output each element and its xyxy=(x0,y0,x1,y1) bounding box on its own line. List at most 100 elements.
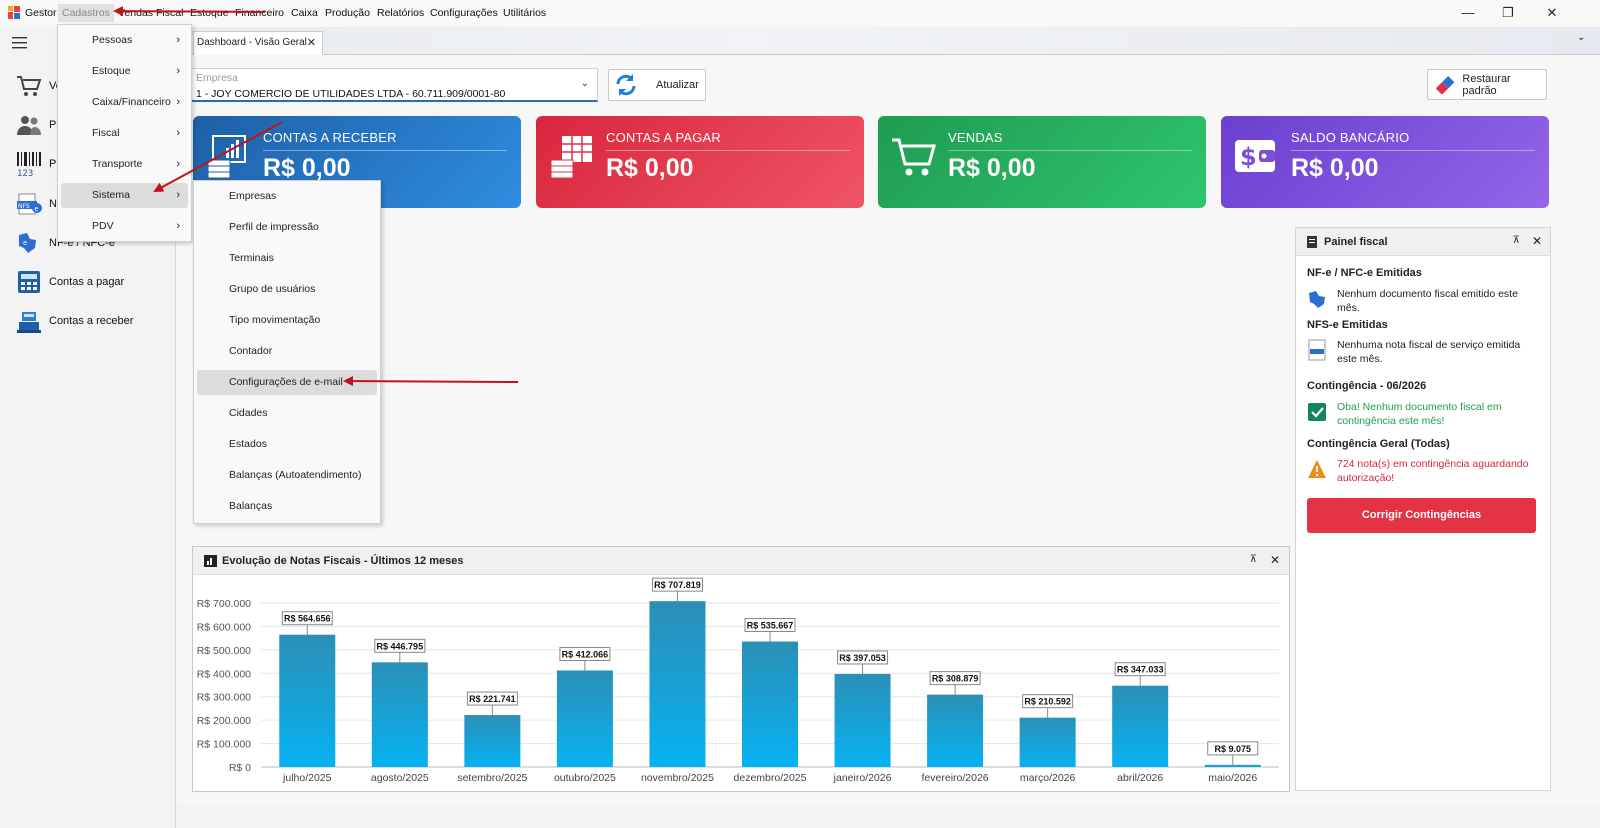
menu-gestor[interactable]: Gestor xyxy=(25,7,57,19)
menu-item-label: Terminais xyxy=(229,252,274,264)
bar[interactable] xyxy=(279,634,336,767)
calculator-icon xyxy=(15,269,43,295)
data-label: R$ 347.033 xyxy=(1117,665,1164,675)
menu-item-label: Configurações de e-mail xyxy=(229,376,343,388)
pin-icon[interactable]: ⊼ xyxy=(1249,554,1257,565)
bar[interactable] xyxy=(1112,685,1169,767)
menu-item-contador[interactable]: Contador xyxy=(197,339,377,364)
data-label-box xyxy=(651,577,703,592)
menu-item-fiscal[interactable]: Fiscal › xyxy=(61,121,188,146)
tab-bar xyxy=(177,27,1600,55)
bar[interactable] xyxy=(834,673,891,767)
menu-item-grupo-de-usu-rios[interactable]: Grupo de usuários xyxy=(197,277,377,302)
menu-item-balan-as[interactable]: Balanças xyxy=(197,494,377,519)
chart-panel: Evolução de Notas Fiscais - Últimos 12 m… xyxy=(192,546,1290,792)
menu-bar: Gestor Cadastros Vendas Fiscal Estoque F… xyxy=(0,0,1600,27)
nfe-emitidas-title: NF-e / NFC-e Emitidas xyxy=(1307,267,1422,279)
data-label: R$ 446.795 xyxy=(377,641,424,651)
data-label-box xyxy=(1022,694,1074,709)
bar[interactable] xyxy=(556,670,613,767)
corrigir-contingencias-button[interactable]: Corrigir Contingências xyxy=(1307,498,1536,533)
menu-item-transporte[interactable]: Transporte › xyxy=(61,152,188,177)
tabs-chevron-down-icon[interactable]: ⌄ xyxy=(1577,32,1586,43)
y-tick-label: R$ 200.000 xyxy=(197,715,251,727)
bar[interactable] xyxy=(649,601,706,767)
document-icon xyxy=(1307,236,1317,248)
sidebar-item-label: Contas a pagar xyxy=(49,276,125,288)
menu-item-perfil-de-impress-o[interactable]: Perfil de impressão xyxy=(197,215,377,240)
menu-item-label: Pessoas xyxy=(92,34,133,46)
svg-text:123: 123 xyxy=(17,169,33,177)
menu-fiscal[interactable]: Fiscal xyxy=(156,7,184,19)
minimize-button[interactable]: — xyxy=(1461,5,1475,20)
bar[interactable] xyxy=(371,662,428,767)
menu-item-pdv[interactable]: PDV › xyxy=(61,214,188,239)
data-label: R$ 397.053 xyxy=(839,653,886,663)
menu-item-sistema[interactable]: Sistema › xyxy=(61,183,188,208)
bar[interactable] xyxy=(1019,717,1076,767)
menu-producao[interactable]: Produção xyxy=(325,7,370,19)
svg-text:$: $ xyxy=(1240,143,1257,171)
x-tick-label: janeiro/2026 xyxy=(833,772,892,784)
tab-label: Dashboard - Visão Geral xyxy=(197,37,307,48)
menu-item-label: Fiscal xyxy=(92,127,120,139)
tab-close-icon[interactable]: ✕ xyxy=(306,37,316,49)
x-tick-label: março/2026 xyxy=(1020,772,1076,784)
empresa-select[interactable]: Empresa 1 - JOY COMERCIO DE UTILIDADES L… xyxy=(191,68,598,102)
contingencia-text: Oba! Nenhum documento fiscal em contingê… xyxy=(1337,401,1502,427)
menu-item-estados[interactable]: Estados xyxy=(197,432,377,457)
menu-configuracoes[interactable]: Configurações xyxy=(430,7,498,19)
menu-item-label: Balanças xyxy=(229,500,273,512)
nfse-emitidas-title: NFS-e Emitidas xyxy=(1307,319,1388,331)
menu-item-pessoas[interactable]: Pessoas › xyxy=(61,28,188,53)
close-icon[interactable]: ✕ xyxy=(1531,234,1542,248)
menu-vendas[interactable]: Vendas xyxy=(118,7,154,19)
svg-text:e: e xyxy=(35,206,39,213)
menu-item-caixa-financeiro[interactable]: Caixa/Financeiro › xyxy=(61,90,188,115)
close-icon[interactable]: ✕ xyxy=(1269,553,1280,567)
data-label: R$ 707.819 xyxy=(654,580,701,590)
barcode-icon: 123 xyxy=(15,151,43,177)
tab-dashboard[interactable]: Dashboard - Visão Geral ✕ xyxy=(193,31,323,55)
bar[interactable] xyxy=(464,715,521,767)
menu-relatorios[interactable]: Relatórios xyxy=(377,7,425,19)
contingencia-row: Oba! Nenhum documento fiscal em contingê… xyxy=(1307,401,1537,428)
sidebar-item-contas-pagar[interactable]: Contas a pagar xyxy=(15,269,124,295)
restore-button[interactable]: ❐ xyxy=(1502,5,1514,20)
bar[interactable] xyxy=(742,641,798,767)
menu-item-terminais[interactable]: Terminais xyxy=(197,246,377,271)
menu-item-balan-as-autoatendimento-[interactable]: Balanças (Autoatendimento) xyxy=(197,463,377,488)
menu-item-tipo-movimenta-o[interactable]: Tipo movimentação xyxy=(197,308,377,333)
bar[interactable] xyxy=(927,694,984,767)
menu-estoque[interactable]: Estoque xyxy=(190,7,229,19)
menu-item-cidades[interactable]: Cidades xyxy=(197,401,377,426)
x-tick-label: dezembro/2025 xyxy=(734,772,807,784)
restaurar-padrao-button[interactable]: Restaurar padrão xyxy=(1427,69,1547,100)
atualizar-button[interactable]: Atualizar xyxy=(608,69,706,101)
sidebar-item-contas-receber[interactable]: Contas a receber xyxy=(15,308,133,334)
menu-item-label: Grupo de usuários xyxy=(229,283,316,295)
kpi-title: CONTAS A RECEBER xyxy=(263,130,397,145)
data-label: R$ 9.075 xyxy=(1214,744,1251,754)
menu-cadastros[interactable]: Cadastros xyxy=(58,4,114,22)
nfe-status-row: Nenhum documento fiscal emitido este mês… xyxy=(1307,288,1537,315)
close-window-button[interactable]: ✕ xyxy=(1546,5,1558,20)
menu-item-configura-es-de-e-mail[interactable]: Configurações de e-mail xyxy=(197,370,377,395)
bar[interactable] xyxy=(1204,764,1261,767)
menu-item-estoque[interactable]: Estoque › xyxy=(61,59,188,84)
data-label-box xyxy=(929,671,981,686)
hamburger-menu-icon[interactable] xyxy=(12,36,28,50)
chart-panel-icon xyxy=(204,555,217,567)
menu-caixa[interactable]: Caixa xyxy=(291,7,318,19)
y-tick-label: R$ 400.000 xyxy=(197,668,251,680)
chevron-down-icon[interactable]: ⌄ xyxy=(580,78,589,89)
menu-item-empresas[interactable]: Empresas xyxy=(197,184,377,209)
x-tick-label: outubro/2025 xyxy=(554,772,616,784)
menu-financeiro[interactable]: Financeiro xyxy=(235,7,285,19)
menu-item-label: Contador xyxy=(229,345,273,357)
svg-text:e: e xyxy=(23,239,27,247)
nfe-icon: e xyxy=(15,230,43,256)
pin-icon[interactable]: ⊼ xyxy=(1512,235,1520,246)
menu-item-label: PDV xyxy=(92,220,114,232)
menu-utilitarios[interactable]: Utilitários xyxy=(503,7,547,19)
